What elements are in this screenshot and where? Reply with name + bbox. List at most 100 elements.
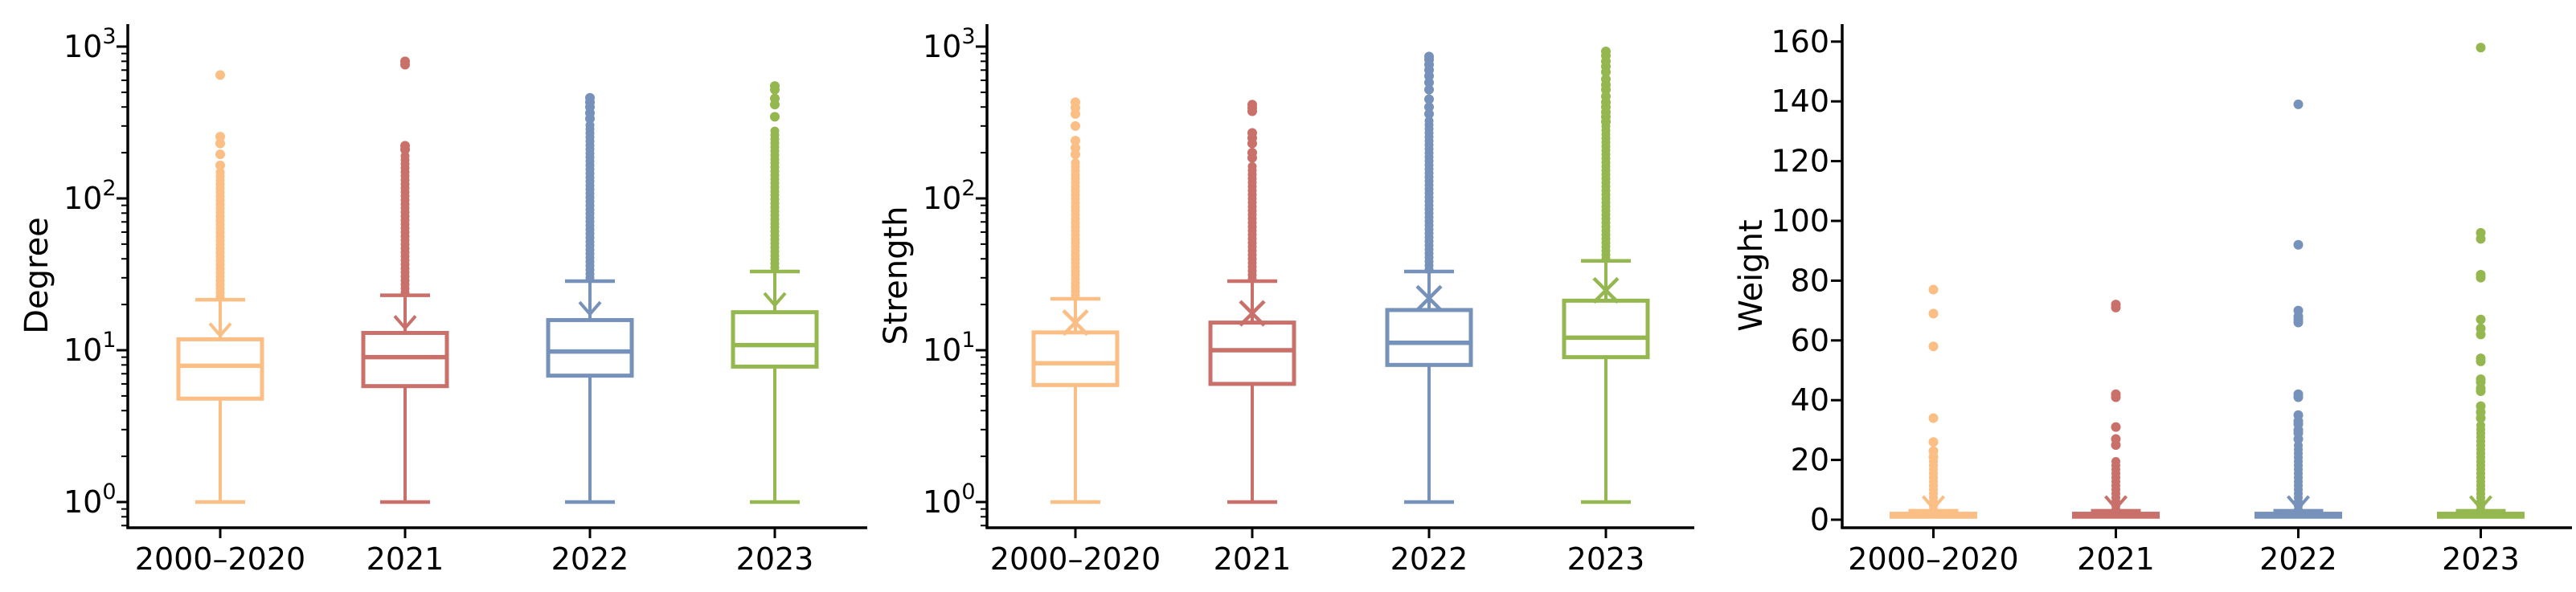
x-axis-tick-label: 2022 [551, 541, 629, 577]
outlier-dot [2293, 239, 2304, 250]
outlier-dot [2476, 353, 2486, 364]
outlier-dot [585, 92, 595, 103]
boxplot-2021 [1208, 100, 1296, 504]
y-axis-tick-label: 80 [1791, 263, 1829, 298]
x-axis-tick-label: 2021 [1214, 541, 1292, 577]
outlier-dot [1424, 108, 1434, 119]
y-axis-tick-label: 60 [1791, 323, 1829, 358]
outlier-dot [1424, 116, 1434, 126]
outlier-dot [215, 138, 225, 149]
outlier-dot [215, 149, 225, 160]
outlier-dot [1928, 413, 1939, 423]
outlier-dot [2476, 323, 2486, 333]
mean-arrow-head [2468, 495, 2493, 511]
boxplot-2000-2020 [1890, 284, 1977, 519]
y-axis-tick-label: 140 [1771, 84, 1829, 119]
outlier-dot [1071, 136, 1080, 146]
outlier-dot [1071, 97, 1080, 108]
boxplot-2000-2020 [176, 70, 264, 504]
outlier-dot [1424, 102, 1434, 112]
boxplot-2021 [361, 56, 449, 504]
y-axis-tick-label: 103 [63, 24, 117, 64]
panel-degree: 100 101 102 103 Degree 2000–2020 2021 2022 2023 [18, 24, 867, 577]
box [361, 330, 449, 389]
outlier-dot [2476, 421, 2485, 431]
outlier-dot [2111, 457, 2120, 467]
outlier-dot [770, 126, 780, 136]
y-axis-tick-label: 100 [1771, 203, 1829, 239]
outlier-dot [1928, 446, 1939, 456]
box [1031, 330, 1120, 387]
outlier-dot [2476, 314, 2486, 325]
outlier-dot [1071, 158, 1080, 168]
mean-arrow-head [2103, 495, 2128, 511]
boxplot-2000-2020 [1031, 97, 1120, 504]
x-axis-tick-label: 2021 [367, 541, 444, 577]
box [1385, 308, 1473, 367]
outlier-dot [1601, 46, 1611, 56]
box [731, 310, 819, 369]
boxplot-2023 [1562, 46, 1650, 504]
y-axis-tick-label: 103 [923, 24, 976, 64]
outlier-dot [215, 160, 225, 170]
boxplot-2022 [2255, 99, 2342, 519]
outlier-dot [2476, 227, 2486, 238]
outlier-dot [1928, 341, 1939, 352]
x-axis-tick-label: 2023 [1567, 541, 1645, 577]
y-axis-tick-label: 100 [923, 480, 976, 520]
mean-arrow-head [578, 300, 602, 317]
y-axis-tick-label: 40 [1791, 382, 1829, 418]
x-axis-tick-label: 2022 [2259, 541, 2337, 577]
outlier-dot [1601, 74, 1611, 84]
outlier-dot [2111, 300, 2121, 310]
outlier-dot [770, 81, 780, 92]
outlier-dot [770, 93, 780, 104]
outlier-dot [215, 132, 225, 142]
mean-arrow-head [2286, 495, 2311, 511]
outlier-dot [2476, 43, 2486, 53]
outlier-dot [770, 112, 780, 122]
boxplot-2022 [546, 92, 634, 504]
y-axis-tick-label: 100 [63, 480, 117, 520]
y-axis-tick-label: 102 [923, 176, 976, 216]
boxplot-2023 [731, 81, 819, 504]
y-axis-title: Strength [878, 206, 915, 345]
outlier-dot [2476, 269, 2486, 280]
boxplot-2023 [2437, 43, 2525, 519]
outlier-dot [1071, 143, 1080, 153]
y-axis-tick-label: 120 [1771, 144, 1829, 179]
outlier-dot [2476, 374, 2486, 385]
outlier-dot [1928, 437, 1939, 447]
outlier-dot [1071, 120, 1080, 131]
outlier-dot [400, 56, 410, 67]
mean-arrow-head [208, 322, 232, 338]
y-axis-tick-label: 101 [923, 328, 976, 368]
outlier-dot [1247, 128, 1257, 138]
y-axis-tick-label: 0 [1810, 502, 1829, 537]
y-axis-tick-label: 20 [1791, 443, 1829, 478]
outlier-dot [2111, 434, 2121, 444]
outlier-dot [2111, 422, 2121, 432]
x-axis-tick-label: 2000–2020 [135, 541, 305, 577]
outlier-dot [215, 167, 225, 177]
box [546, 317, 634, 378]
outlier-dot [2293, 305, 2304, 316]
boxplot-2022 [1385, 51, 1473, 504]
outlier-dot [2293, 99, 2304, 109]
x-axis-tick-label: 2023 [2442, 541, 2520, 577]
x-axis-tick-label: 2000–2020 [1848, 541, 2018, 577]
y-axis-tick-label: 160 [1771, 24, 1829, 59]
outlier-dot [1601, 91, 1611, 101]
mean-x-marker [1239, 300, 1266, 327]
mean-x-marker [1062, 309, 1089, 337]
outlier-dot [215, 70, 225, 80]
mean-x-marker [1415, 284, 1443, 312]
x-axis-tick-label: 2021 [2077, 541, 2155, 577]
outlier-dot [2293, 410, 2304, 420]
outlier-dot [2293, 389, 2304, 399]
outlier-dot [2111, 389, 2121, 399]
panel-weight: 0 20 40 60 80 100 120 140 160 Weight 2000–2020 2021… [1733, 24, 2572, 577]
outlier-dot [400, 141, 410, 151]
